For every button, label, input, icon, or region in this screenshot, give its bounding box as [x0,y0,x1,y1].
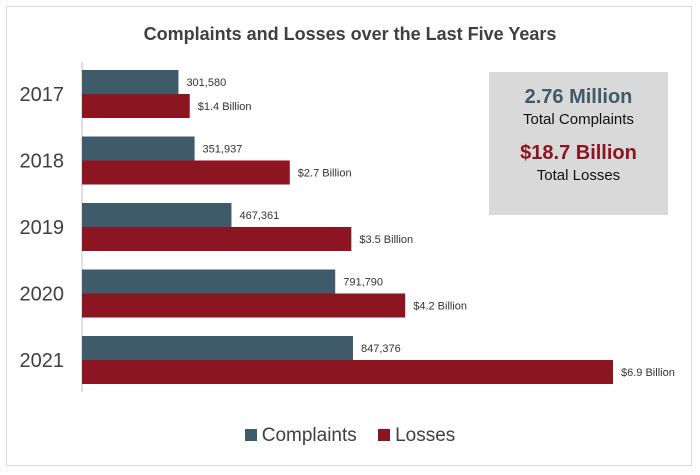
total-losses-label: Total Losses [536,167,621,184]
data-label-losses-2017: $1.4 Billion [198,101,252,113]
legend-swatch-complaints [244,429,257,441]
category-label-2017: 2017 [20,84,65,106]
total-losses-value: $18.7 Billion [520,142,637,164]
data-label-losses-2019: $3.5 Billion [359,234,413,246]
legend-item-complaints: Complaints [244,425,357,447]
bar-complaints-2019 [82,203,232,227]
category-label-2021: 2021 [20,350,65,372]
bar-complaints-2020 [82,269,336,294]
data-label-complaints-2018: 351,937 [203,144,243,156]
bar-losses-2018 [82,160,290,185]
legend-item-losses: Losses [378,425,455,447]
chart-legend: Complaints Losses [0,425,700,447]
bar-losses-2019 [82,227,352,251]
category-label-2020: 2020 [20,284,65,306]
legend-label-complaints: Complaints [261,425,357,446]
bar-complaints-2017 [82,70,179,94]
category-label-2018: 2018 [20,151,65,173]
data-label-complaints-2019: 467,361 [239,210,279,222]
data-label-complaints-2021: 847,376 [361,343,401,355]
bar-losses-2017 [82,94,190,118]
bar-complaints-2018 [82,136,195,161]
data-label-losses-2020: $4.2 Billion [413,301,467,313]
legend-swatch-losses [378,429,391,441]
data-label-complaints-2017: 301,580 [186,77,226,89]
total-complaints-value: 2.76 Million [524,86,633,108]
data-label-losses-2021: $6.9 Billion [621,367,675,379]
data-label-losses-2018: $2.7 Billion [298,168,352,180]
total-complaints-label: Total Complaints [523,111,634,128]
summary-box: 2.76 Million Total Complaints $18.7 Bill… [489,72,668,215]
bar-losses-2020 [82,293,406,318]
category-label-2019: 2019 [20,217,65,239]
legend-label-losses: Losses [395,425,456,446]
chart-title: Complaints and Losses over the Last Five… [143,24,557,44]
bar-complaints-2021 [82,336,353,360]
bar-losses-2021 [82,360,613,384]
data-label-complaints-2020: 791,790 [343,277,383,289]
